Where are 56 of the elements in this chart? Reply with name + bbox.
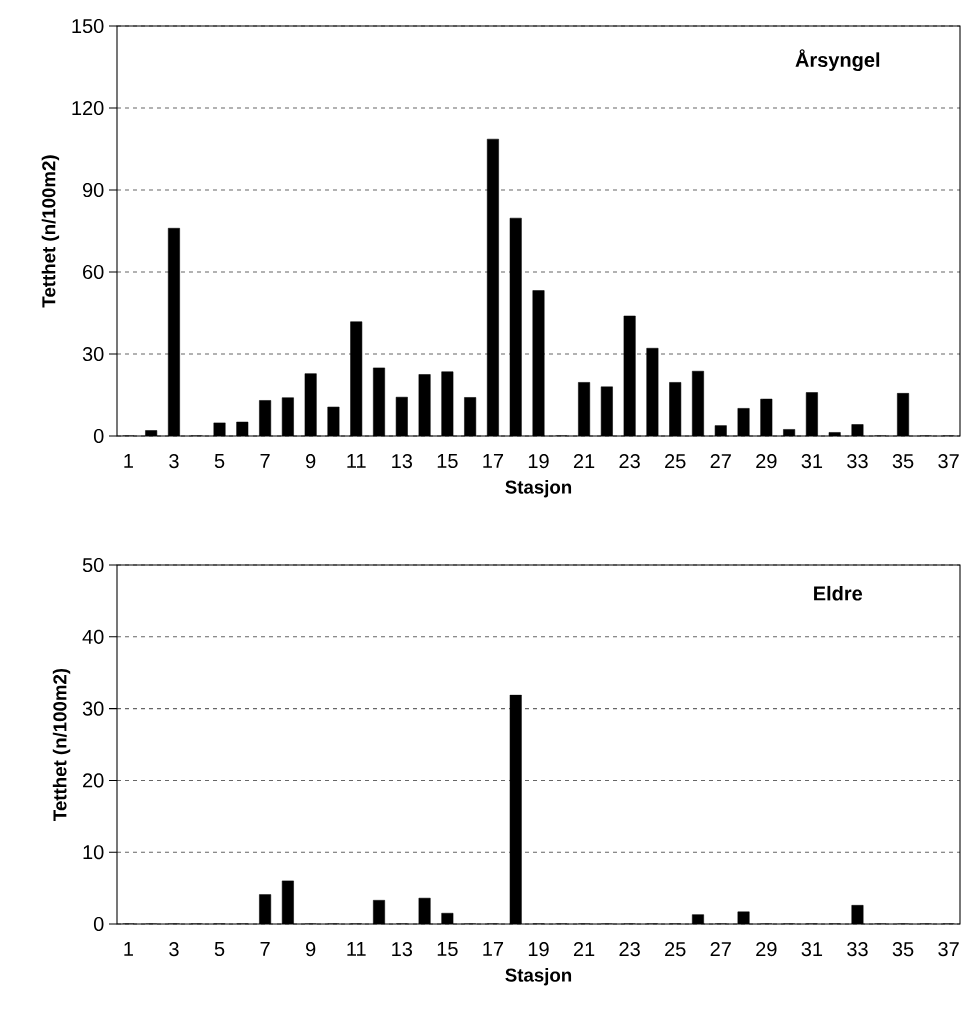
x-tick-label: 27	[710, 454, 731, 469]
y-tick-label: 30	[82, 701, 104, 716]
x-tick-label: 21	[573, 942, 595, 957]
text: Eldre	[814, 585, 863, 601]
text: Årsyngel	[795, 49, 880, 72]
y-tick-label: 0	[93, 428, 104, 444]
y-axis-title: Tetthet (n/100m2)	[41, 155, 60, 308]
x-tick-label: 29	[756, 454, 777, 469]
x-tick-label: 15	[437, 454, 458, 468]
x-tick-label: 3	[169, 454, 179, 469]
x-tick-label: 37	[938, 942, 959, 957]
y-tick-label: 30	[82, 346, 104, 362]
y-tick-label: 40	[82, 629, 104, 644]
x-tick-label: 31	[801, 454, 823, 469]
x-tick-label: 11	[347, 942, 366, 956]
x-tick-label: 7	[260, 942, 270, 956]
x-tick-label: 27	[710, 942, 731, 957]
y-tick-label: 150	[72, 18, 104, 34]
x-tick-label: 33	[847, 942, 868, 957]
x-axis-title: Stasjon	[505, 968, 572, 986]
x-tick-label: 17	[483, 454, 504, 468]
x-tick-label: 5	[214, 454, 225, 468]
x-tick-label: 31	[801, 942, 823, 957]
x-tick-label: 25	[665, 454, 686, 469]
y-tick-label: 120	[72, 100, 104, 116]
x-tick-label: 35	[892, 454, 914, 469]
y-tick-label: 50	[82, 557, 104, 573]
x-tick-label: 29	[756, 942, 777, 957]
x-tick-label: 15	[437, 942, 458, 957]
x-tick-label: 5	[214, 942, 225, 957]
x-tick-label: 23	[619, 454, 640, 469]
y-tick-label: 10	[83, 845, 104, 860]
x-tick-label: 19	[528, 454, 549, 469]
x-tick-label: 9	[306, 454, 316, 469]
x-tick-label: 35	[892, 942, 914, 957]
x-tick-label: 1	[124, 942, 133, 956]
x-tick-label: 21	[573, 454, 595, 469]
y-tick-label: 90	[82, 182, 104, 198]
x-tick-label: 33	[847, 454, 868, 469]
x-tick-label: 13	[392, 454, 413, 469]
x-tick-label: 13	[392, 942, 413, 957]
x-tick-label: 17	[483, 942, 504, 956]
x-axis-title: Stasjon	[505, 480, 572, 498]
y-tick-label: 20	[83, 773, 104, 788]
x-tick-label: 1	[124, 454, 133, 468]
y-axis-title: Tetthet (n/100m2)	[52, 668, 71, 821]
x-tick-label: 23	[619, 942, 640, 957]
y-tick-label: 60	[83, 264, 104, 280]
x-tick-label: 7	[260, 454, 270, 468]
x-tick-label: 25	[665, 942, 686, 957]
x-tick-label: 11	[347, 454, 366, 468]
x-tick-label: 3	[169, 942, 179, 957]
x-tick-label: 37	[938, 454, 959, 469]
x-tick-label: 19	[528, 942, 549, 957]
x-tick-label: 9	[306, 942, 316, 957]
y-tick-label: 0	[93, 916, 104, 932]
